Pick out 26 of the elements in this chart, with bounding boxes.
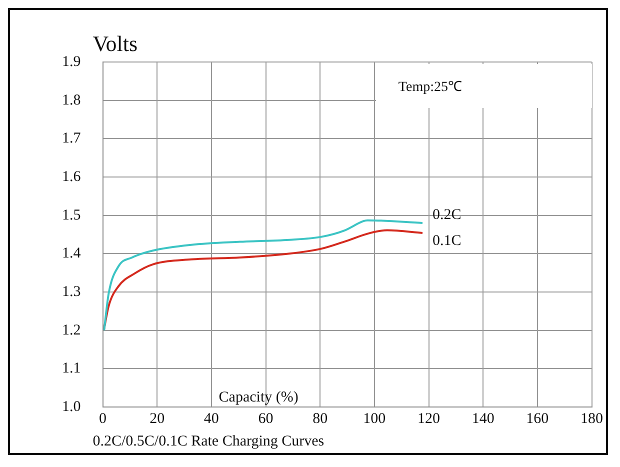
x-tick-label: 40: [204, 410, 219, 427]
text: 0.2C/0.5C/0.1C Rate Charging Curves: [92, 433, 324, 450]
y-tick-label: 1.7: [62, 130, 82, 147]
note-box: Temp:25℃: [376, 64, 592, 108]
x-tick-label: 100: [363, 410, 386, 427]
x-tick-label: 60: [258, 410, 274, 427]
y-tick-label: 1.2: [62, 322, 81, 338]
x-tick-label: 160: [526, 410, 549, 427]
y-tick-label: 1.4: [62, 246, 82, 262]
y-tick-label: 1.0: [62, 398, 81, 415]
x-tick-label: 120: [418, 410, 440, 427]
y-axis-title: Volts: [92, 30, 138, 56]
y-tick-label: 1.9: [62, 54, 81, 70]
x-tick-label: 0: [99, 410, 106, 427]
x-axis-title: Capacity (%): [218, 389, 298, 406]
x-tick-label: 180: [580, 410, 603, 427]
series-label: 0.2C: [432, 206, 462, 223]
x-tick-label: 80: [312, 410, 328, 427]
series-label: 0.1C: [432, 232, 462, 249]
x-tick-label: 140: [472, 410, 494, 427]
y-tick-label: 1.8: [62, 92, 81, 108]
y-tick-label: 1.1: [62, 360, 81, 377]
y-tick-label: 1.3: [62, 284, 81, 300]
x-tick-label: 20: [150, 410, 165, 427]
y-tick-label: 1.6: [62, 168, 82, 185]
y-tick-label: 1.5: [62, 207, 81, 224]
